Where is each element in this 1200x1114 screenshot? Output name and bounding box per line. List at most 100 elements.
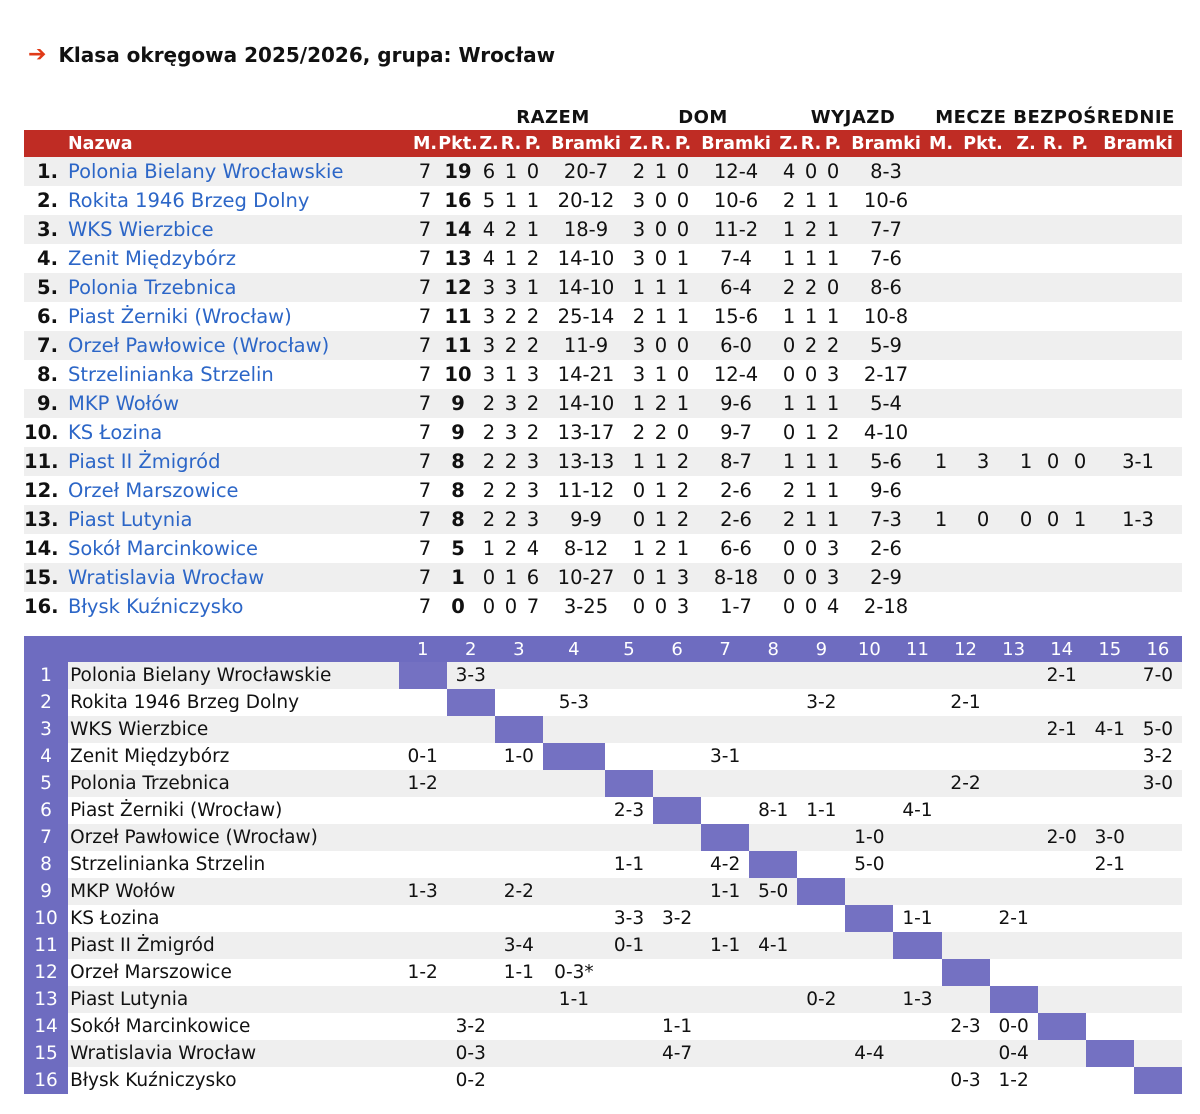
team-link[interactable]: Piast II Żmigród: [68, 450, 221, 473]
match-result: 3-1: [710, 746, 741, 767]
cell-hb: [1094, 273, 1182, 302]
cell-db: 9-7: [720, 421, 752, 444]
match-result: [845, 1013, 893, 1040]
cell-r: 1: [504, 189, 518, 212]
team-link[interactable]: Polonia Bielany Wrocławskie: [68, 160, 344, 183]
matrix-row: 2 Rokita 1946 Brzeg Dolny 5-3 3-2 2-1: [24, 689, 1182, 716]
position: 9.: [37, 392, 58, 415]
match-result: [845, 770, 893, 797]
cell-pkt: 9: [451, 421, 465, 444]
table-row: 2. Rokita 1946 Brzeg Dolny 7 16 5 1 1 20-12 3 0 0 1…: [24, 186, 1183, 215]
match-result: [893, 878, 941, 905]
cell-dp: 0: [676, 363, 690, 386]
matrix-row-team: Polonia Trzebnica: [70, 773, 230, 794]
cell-m: 7: [418, 334, 432, 357]
cell-wr: 2: [804, 276, 818, 299]
match-result: [1086, 662, 1134, 689]
team-link[interactable]: Piast Lutynia: [68, 508, 193, 531]
matrix-row: 14 Sokół Marcinkowice 3-2 1-1 2-3 0-0: [24, 1013, 1182, 1040]
team-link[interactable]: Polonia Trzebnica: [68, 276, 237, 299]
cell-hb: [1094, 563, 1182, 592]
match-result: [701, 797, 749, 824]
cell-db: 15-6: [713, 305, 759, 328]
team-link[interactable]: KS Łozina: [68, 421, 163, 444]
cell-z: 3: [482, 305, 496, 328]
match-result: 3-2: [1142, 746, 1174, 767]
cell-bramki: 11-9: [563, 334, 609, 357]
team-link[interactable]: Orzeł Marszowice: [68, 479, 239, 502]
match-result: [1086, 743, 1134, 770]
table-row: 8. Strzelinianka Strzelin 7 10 3 1 3 14-21 3 1 0 12…: [24, 360, 1183, 389]
matrix-row: 15 Wratislavia Wrocław 0-3 4-7 4-4 0-4: [24, 1040, 1182, 1067]
cell-wb: 8-3: [870, 160, 902, 183]
cell-dp: 1: [676, 392, 690, 415]
cell-z: 3: [482, 363, 496, 386]
cell-wb: 7-6: [870, 247, 902, 270]
cell-hp: [1066, 244, 1094, 273]
cell-dp: 1: [676, 537, 690, 560]
match-result: [447, 797, 495, 824]
cell-hz: [1012, 331, 1040, 360]
cell-wp: 4: [826, 595, 840, 618]
cell-hpkt: [954, 186, 1012, 215]
matrix-col-header: 1: [398, 636, 447, 662]
cell-r: 2: [504, 508, 518, 531]
matrix-col-header: 9: [797, 636, 846, 662]
matrix-row-team: Sokół Marcinkowice: [70, 1016, 251, 1037]
match-result: [653, 770, 701, 797]
match-result: [990, 689, 1038, 716]
team-link[interactable]: WKS Wierzbice: [68, 218, 214, 241]
match-result: 5-0: [854, 854, 885, 875]
cell-wp: 1: [826, 189, 840, 212]
cell-hb: [1094, 476, 1182, 505]
cell-hp: [1066, 157, 1094, 186]
cell-dp: 0: [676, 421, 690, 444]
match-result: [942, 662, 990, 689]
match-result: 0-1: [407, 746, 438, 767]
cell-wb: 2-6: [870, 537, 902, 560]
cell-z: 2: [482, 479, 496, 502]
cell-m: 7: [418, 508, 432, 531]
cell-z: 4: [482, 218, 496, 241]
cell-wp: 0: [826, 160, 840, 183]
cell-m: 7: [418, 421, 432, 444]
match-result: [605, 716, 653, 743]
column-header: Bramki: [1094, 130, 1183, 157]
match-result: 2-1: [998, 908, 1029, 929]
match-result: [990, 797, 1038, 824]
team-link[interactable]: Zenit Międzybórz: [68, 247, 236, 270]
cell-hp: [1066, 592, 1094, 621]
match-result: 0-4: [998, 1043, 1029, 1064]
team-link[interactable]: Sokół Marcinkowice: [68, 537, 259, 560]
cell-hr: [1040, 157, 1066, 186]
team-link[interactable]: Piast Żerniki (Wrocław): [68, 305, 292, 328]
match-result: [495, 1013, 543, 1040]
team-link[interactable]: Strzelinianka Strzelin: [68, 363, 274, 386]
matrix-row: 5 Polonia Trzebnica 1-2 2-2 3-0: [24, 770, 1182, 797]
position: 16.: [24, 595, 59, 618]
cell-r: 2: [504, 537, 518, 560]
cell-bramki: 11-12: [557, 479, 615, 502]
match-result: [797, 932, 845, 959]
team-link[interactable]: Wratislavia Wrocław: [68, 566, 265, 589]
team-link[interactable]: MKP Wołów: [68, 392, 180, 415]
match-result: 3-2: [806, 692, 837, 713]
cell-dz: 2: [632, 421, 646, 444]
cell-wr: 0: [804, 160, 818, 183]
cell-pkt: 8: [451, 450, 465, 473]
matrix-diagonal-cell: [1133, 1067, 1182, 1094]
team-link[interactable]: Orzeł Pawłowice (Wrocław): [68, 334, 330, 357]
position: 7.: [37, 334, 58, 357]
match-result: [1086, 1067, 1134, 1094]
cell-wr: 1: [804, 247, 818, 270]
match-result: [605, 689, 653, 716]
team-link[interactable]: Błysk Kuźniczysko: [68, 595, 244, 618]
match-result: [942, 716, 990, 743]
cell-hz: [1012, 215, 1040, 244]
cell-p: 2: [526, 334, 540, 357]
table-row: 9. MKP Wołów 7 9 2 3 2 14-10 1 2 1 9-6 1 1 1 5-4: [24, 389, 1183, 418]
cell-hpkt: 0: [976, 508, 990, 531]
team-link[interactable]: Rokita 1946 Brzeg Dolny: [68, 189, 310, 212]
cell-hb: 1-3: [1122, 508, 1154, 531]
cell-hm: [928, 389, 954, 418]
